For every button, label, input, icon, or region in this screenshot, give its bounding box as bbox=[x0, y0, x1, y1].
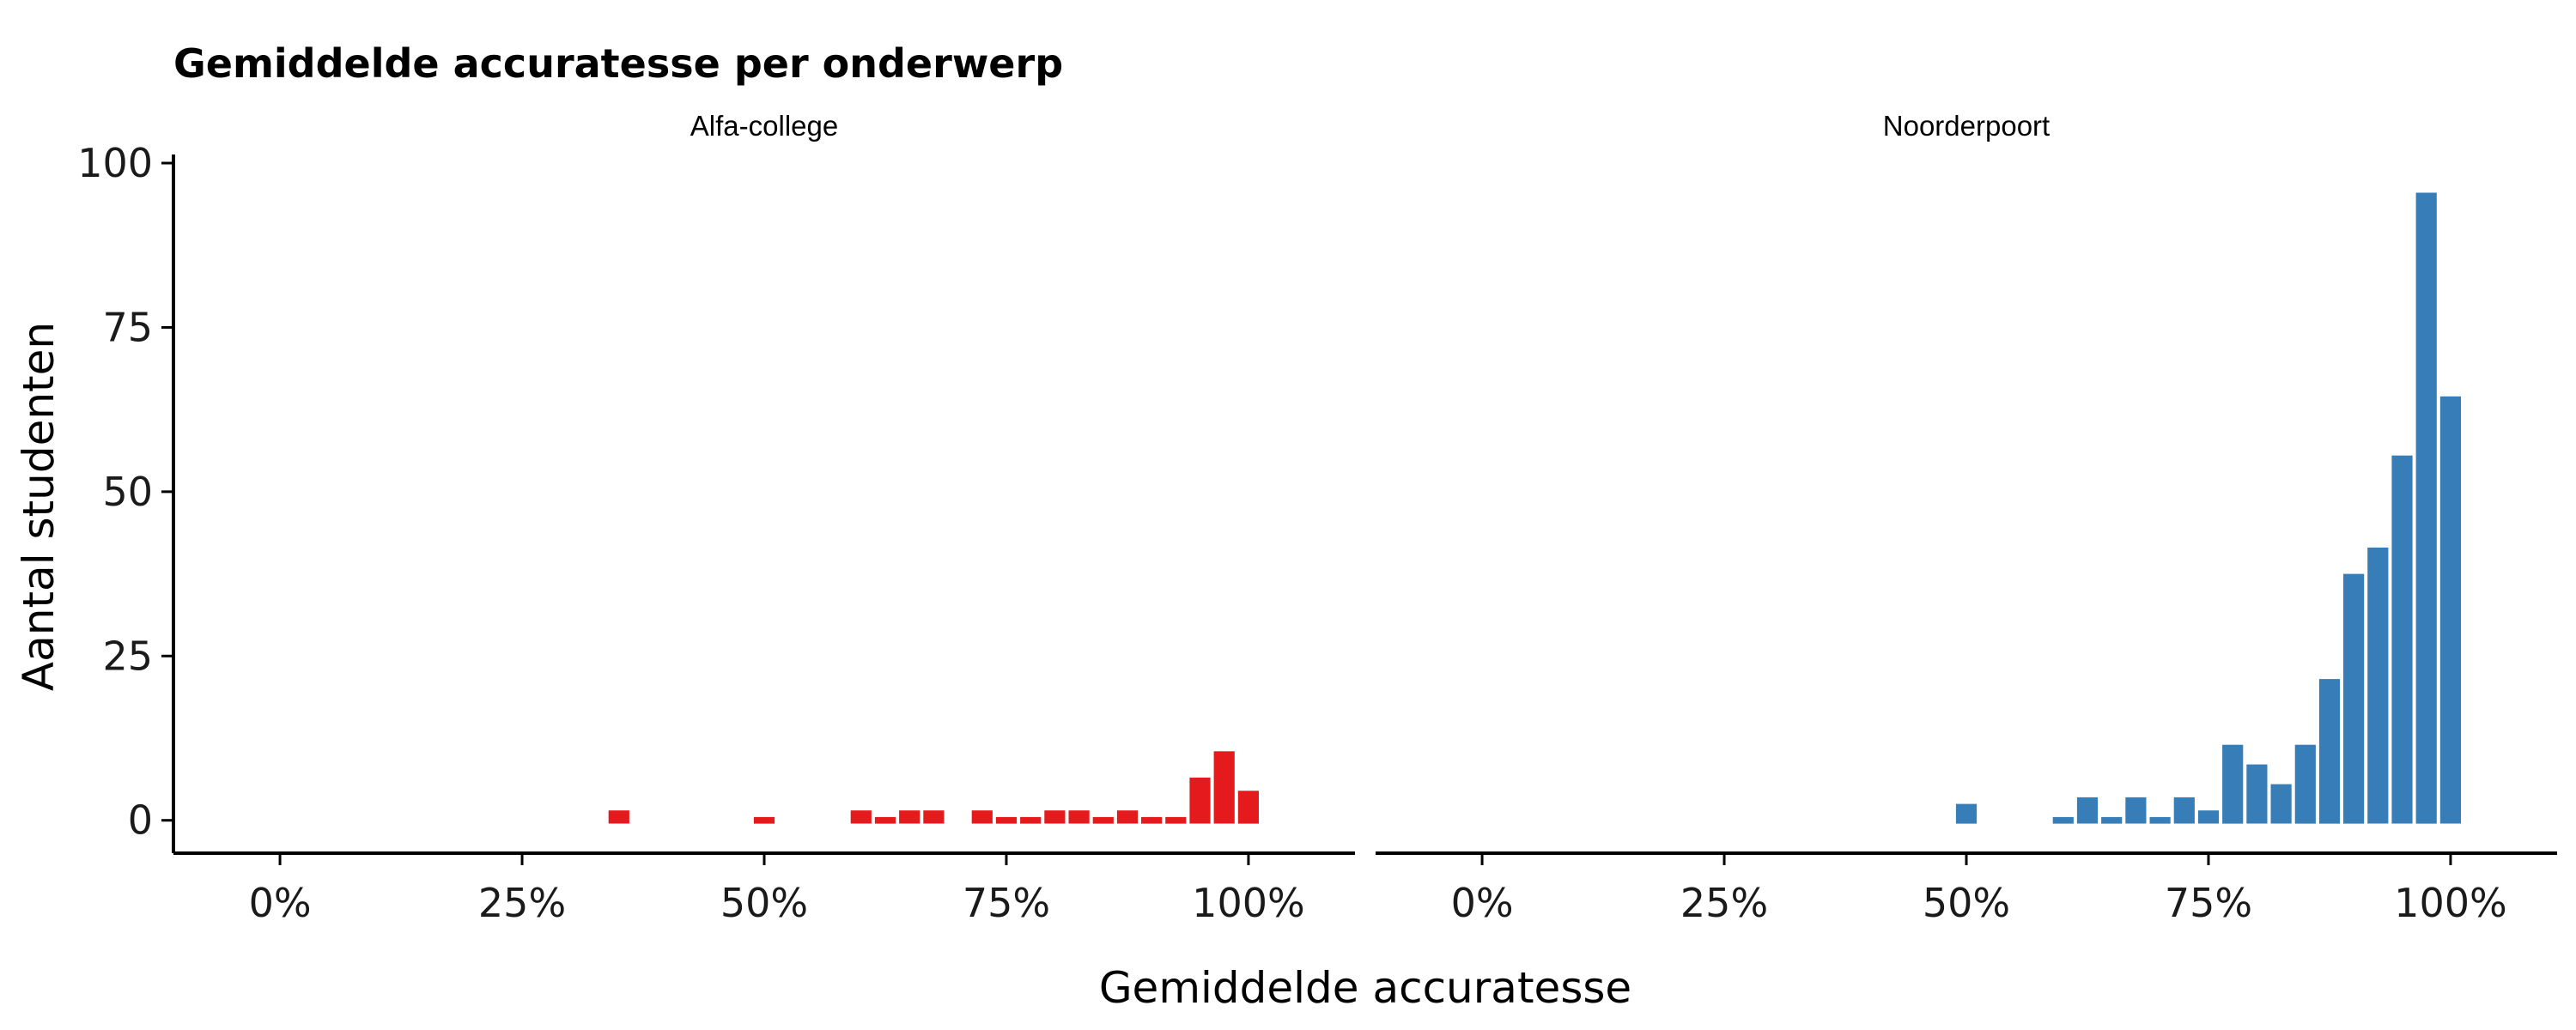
x-tick-label: 0% bbox=[1451, 880, 1514, 926]
histogram-bar bbox=[2270, 784, 2292, 824]
y-tick-label: 25 bbox=[102, 633, 153, 679]
histogram-bar bbox=[2197, 810, 2220, 824]
y-tick-label: 100 bbox=[77, 140, 153, 186]
histogram-bar bbox=[2125, 797, 2147, 824]
x-tick-label: 75% bbox=[963, 880, 1050, 926]
histogram-bar bbox=[1020, 816, 1042, 824]
histogram-bar bbox=[874, 816, 896, 824]
x-tick-label: 75% bbox=[2165, 880, 2252, 926]
histogram-bar bbox=[1165, 816, 1187, 824]
facet-strip-label: Alfa-college bbox=[690, 110, 838, 142]
facet-panels: Alfa-college 0% 25% 50% 75% 100% 0 25 50 75 100 Noo… bbox=[77, 110, 2557, 926]
panel-alfa-college: Alfa-college 0% 25% 50% 75% 100% 0 25 50 75 100 bbox=[77, 110, 1355, 926]
histogram-bar bbox=[850, 810, 872, 824]
histogram-bar bbox=[2391, 455, 2413, 824]
histogram-bar bbox=[2343, 573, 2365, 824]
histogram-bar bbox=[2101, 816, 2123, 824]
panel-noorderpoort: Noorderpoort 0% 25% 50% 75% 100% bbox=[1376, 110, 2557, 926]
histogram-bar bbox=[995, 816, 1018, 824]
y-tick-label: 75 bbox=[102, 304, 153, 350]
x-tick-label: 100% bbox=[2394, 880, 2507, 926]
x-tick-label: 25% bbox=[1680, 880, 1768, 926]
histogram-bar bbox=[2439, 396, 2461, 824]
histogram-bar bbox=[899, 810, 920, 824]
chart-title: Gemiddelde accuratesse per onderwerp bbox=[173, 40, 1063, 87]
histogram-bar bbox=[1141, 816, 1163, 824]
histogram-bar bbox=[2222, 744, 2244, 824]
histogram-bar bbox=[1213, 751, 1235, 824]
histogram-bar bbox=[2415, 192, 2437, 824]
histogram-bar bbox=[608, 810, 629, 824]
histogram-bar bbox=[2052, 816, 2074, 824]
histogram-bar bbox=[971, 810, 993, 824]
y-axis-title: Aantal studenten bbox=[14, 322, 64, 691]
histogram-bar bbox=[2076, 797, 2099, 824]
histogram-bar bbox=[1116, 810, 1139, 824]
histogram-bar bbox=[1092, 816, 1114, 824]
x-tick-label: 50% bbox=[720, 880, 808, 926]
facet-strip-label: Noorderpoort bbox=[1883, 110, 2050, 142]
histogram-bar bbox=[753, 816, 775, 824]
histogram-bar bbox=[2294, 744, 2316, 824]
histogram-bar bbox=[1955, 803, 1978, 824]
histogram-bar bbox=[2318, 679, 2341, 824]
histogram-bar bbox=[1068, 810, 1090, 824]
x-tick-label: 0% bbox=[249, 880, 312, 926]
histogram-bar bbox=[2246, 764, 2268, 824]
histogram-bar bbox=[1044, 810, 1066, 824]
histogram-bar bbox=[2367, 547, 2389, 824]
histogram-bar bbox=[2173, 797, 2195, 824]
histogram-bar bbox=[923, 810, 945, 824]
x-tick-label: 50% bbox=[1923, 880, 2010, 926]
histogram-bar bbox=[2149, 816, 2171, 824]
histogram-bar bbox=[1237, 791, 1259, 824]
histogram-bar bbox=[1189, 777, 1211, 824]
x-tick-label: 25% bbox=[478, 880, 566, 926]
x-tick-label: 100% bbox=[1192, 880, 1305, 926]
x-axis-title: Gemiddelde accuratesse bbox=[1099, 963, 1631, 1013]
y-tick-label: 0 bbox=[128, 797, 153, 844]
y-tick-label: 50 bbox=[102, 469, 153, 515]
